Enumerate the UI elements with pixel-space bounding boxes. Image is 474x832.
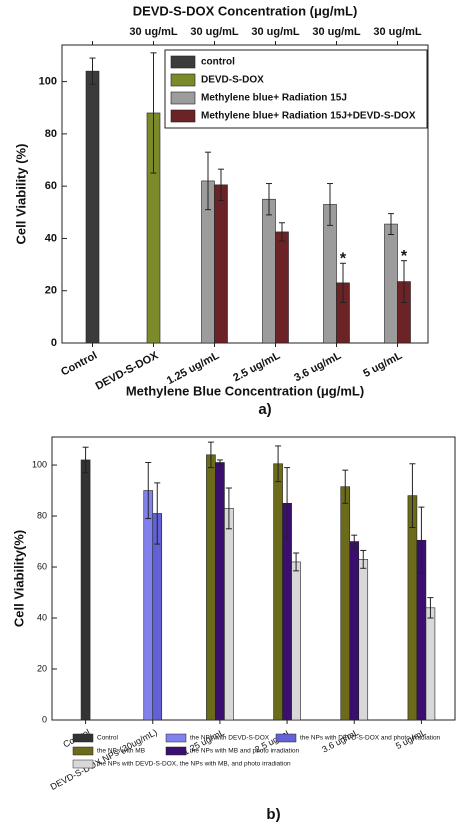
bar [143,490,154,721]
bar [275,231,289,344]
y-tick-label: 20 [37,663,47,673]
bar [206,454,216,721]
legend-swatch [275,733,297,743]
legend-label: the NPs with DEVD-S-DOX and photo irradi… [300,735,441,742]
y-tick-label: 80 [45,128,57,140]
y-tick-label: 60 [37,561,47,571]
legend-swatch [165,746,187,756]
legend-box [164,49,428,129]
top-tick-label: 30 ug/mL [312,26,361,38]
annotation: * [340,250,347,267]
x-tick-label: Control [59,350,99,379]
legend-swatch [170,109,196,123]
x-tick-label: 2.5 ug/mL [231,349,282,384]
top-tick-label: 30 ug/mL [251,26,300,38]
bar [214,184,228,344]
plot-frame [51,436,456,721]
plot-frame [61,44,429,344]
bar [425,607,436,721]
legend-label: the NPs with MB and photo irradiation [190,748,299,755]
bar [215,462,225,721]
legend-label: the NPs with DEVD-S-DOX [190,735,270,742]
legend-label: the NPs with DEVD-S-DOX, the NPs with MB… [97,761,291,768]
legend-label: DEVD-S-DOX [201,75,264,86]
bar [273,463,283,721]
legend-swatch [72,733,94,743]
y-tick-label: 60 [45,180,57,192]
legend-swatch [170,91,196,105]
top-tick-label: 30 ug/mL [190,26,239,38]
y-tick-label: 0 [51,337,57,349]
bar [340,486,351,721]
panel-label: a) [258,401,271,418]
x-axis-title: Methylene Blue Concentration (μg/mL) [126,383,364,398]
legend-swatch [165,733,187,743]
top-tick-label: 30 ug/mL [373,26,422,38]
legend-swatch [72,759,94,769]
x-tick-label: 1.25 ug/mL [165,349,222,387]
bar [85,70,100,344]
y-axis-title: Cell Viability (%) [13,144,28,245]
bar [291,561,301,721]
bar [262,198,276,344]
y-tick-label: 20 [45,285,57,297]
chart-panel: 0 20 40 60 80 100 Control DEVD-S-DOX 1.25 ug/mL 2… [13,3,429,418]
bar [384,223,398,344]
legend-label: Methylene blue+ Radiation 15J+DEVD-S-DOX [201,111,416,122]
y-tick-label: 100 [39,76,57,88]
x-tick-label: 3.6 ug/mL [292,349,343,384]
bar [80,459,91,721]
legend-label: Control [97,735,119,742]
y-tick-label: 40 [45,232,57,244]
legend-label: control [201,57,235,68]
annotation: * [401,248,408,265]
legend-swatch [170,55,196,69]
top-axis-title: DEVD-S-DOX Concentration (μg/mL) [133,3,358,18]
y-axis-title: Cell Viability(%) [11,530,26,627]
bar [349,541,360,721]
y-tick-label: 100 [32,459,47,469]
bar [224,508,234,721]
legend-label: the NPs with MB [97,748,145,755]
y-tick-label: 0 [42,714,47,724]
y-tick-label: 40 [37,612,47,622]
x-tick-label: 5 ug/mL [361,349,404,380]
legend-label: Methylene blue+ Radiation 15J [201,93,347,104]
bar [358,559,369,721]
panel-label: b) [266,806,280,823]
top-tick-label: 30 ug/mL [129,26,178,38]
bar [407,495,418,721]
legend-swatch [72,746,94,756]
legend-swatch [170,73,196,87]
y-tick-label: 80 [37,510,47,520]
